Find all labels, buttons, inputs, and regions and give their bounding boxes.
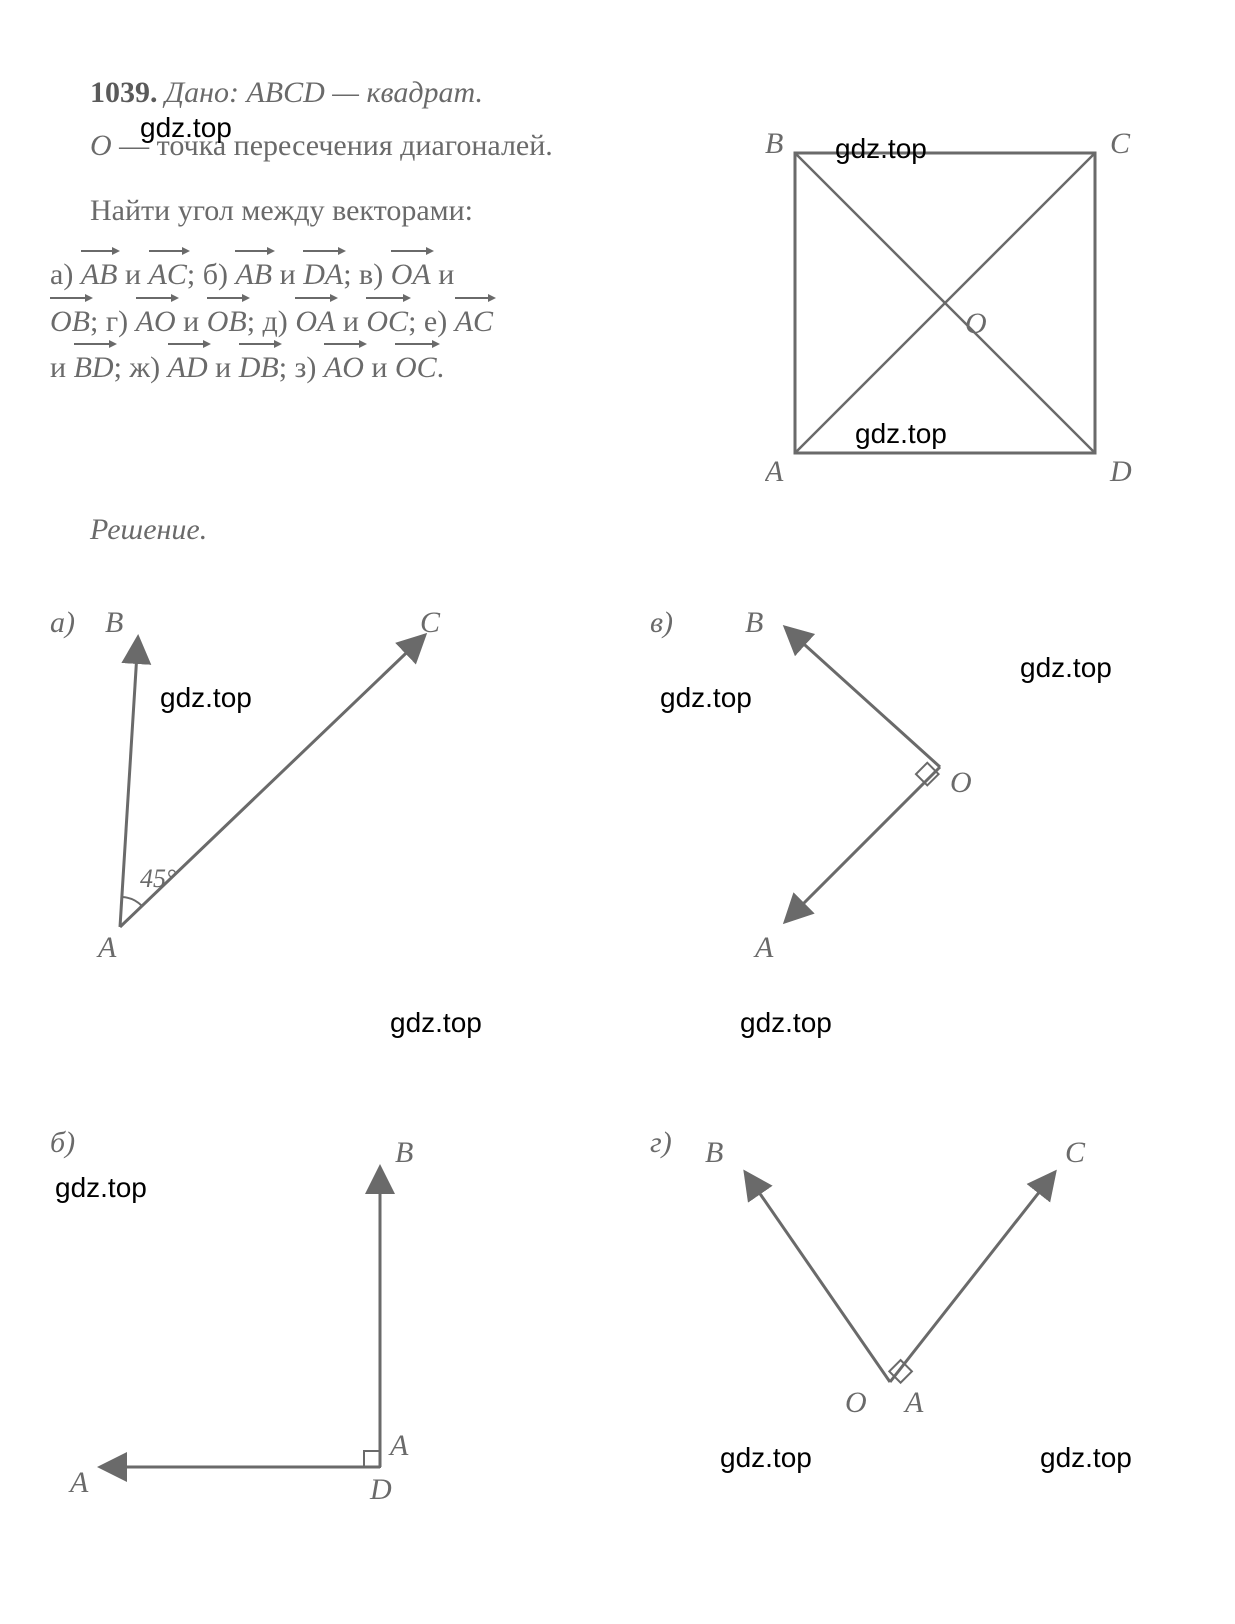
vector-ad: AD — [168, 345, 208, 392]
given-text: ABCD — квадрат. — [246, 76, 483, 109]
solution-heading: Решение. — [90, 513, 1185, 547]
vector-ob: OB — [50, 299, 90, 346]
pt-a: A — [753, 931, 774, 964]
problem-number: 1039. — [90, 76, 158, 109]
vector-oc: OC — [366, 299, 408, 346]
sub-label-v: в) — [650, 606, 673, 639]
vector-ob2: OB — [207, 299, 247, 346]
pt-o: O — [845, 1386, 867, 1419]
vector-ao: AO — [136, 299, 176, 346]
vector-oa: OA — [391, 252, 431, 299]
vector-ac: AC — [149, 252, 187, 299]
angle-45: 45° — [140, 864, 176, 893]
pt-d: D — [369, 1473, 392, 1506]
sub-label-a: а) — [50, 606, 75, 639]
watermark: gdz.top — [55, 1172, 147, 1203]
watermark: gdz.top — [720, 1442, 812, 1473]
pt-a-right: A — [388, 1429, 409, 1462]
diagram-b: б) A D B A gdz.top — [50, 1107, 610, 1507]
problem-text: O — точка пересечения диагоналей. Найти … — [50, 123, 745, 483]
label-a: A — [765, 455, 784, 488]
pt-a: A — [903, 1386, 924, 1419]
watermark: gdz.top — [390, 1007, 482, 1039]
task-line: Найти угол между векторами: — [50, 188, 745, 235]
items-line: а) AB и AC; б) AB и DA; в) OA и OB; г) A… — [50, 252, 745, 392]
pt-b: B — [395, 1136, 413, 1169]
solution-diagrams: а) A B C 45° gdz.top в) O B A gdz.t — [50, 587, 1185, 1507]
watermark: gdz.top — [855, 418, 947, 449]
watermark: gdz.top — [140, 112, 232, 144]
pt-b: B — [705, 1136, 723, 1169]
vector-ab2: AB — [235, 252, 272, 299]
vector-da: DA — [303, 252, 343, 299]
sub-label-b: б) — [50, 1126, 75, 1159]
vector-oa2: OA — [295, 299, 335, 346]
vector-bd: BD — [74, 345, 114, 392]
pt-c: C — [420, 606, 441, 639]
vector-db: DB — [239, 345, 279, 392]
problem-line1: 1039. Дано: ABCD — квадрат. — [50, 70, 1185, 115]
vector-oc2: OC — [395, 345, 437, 392]
diagram-v: в) O B A gdz.top gdz.top — [650, 587, 1210, 987]
problem-block: gdz.top 1039. Дано: ABCD — квадрат. O — … — [50, 70, 1185, 483]
label-c: C — [1110, 127, 1131, 160]
o-letter: O — [90, 129, 112, 162]
diagram-a: а) A B C 45° gdz.top — [50, 587, 610, 987]
square-svg: B C A D O gdz.top gdz.top — [765, 123, 1185, 493]
watermark: gdz.top — [740, 1007, 832, 1039]
pt-c: C — [1065, 1136, 1086, 1169]
watermark: gdz.top — [1040, 1442, 1132, 1473]
vector-ab: AB — [81, 252, 118, 299]
given-label: Дано: — [165, 76, 239, 109]
pt-b: B — [105, 606, 123, 639]
label-d: D — [1109, 455, 1132, 488]
square-diagram: B C A D O gdz.top gdz.top — [765, 123, 1185, 483]
vector-ao2: AO — [324, 345, 364, 392]
watermark: gdz.top — [835, 133, 927, 164]
pt-b: B — [745, 606, 763, 639]
sub-label-g: г) — [650, 1126, 672, 1159]
watermark: gdz.top — [160, 682, 252, 713]
pt-o: O — [950, 766, 972, 799]
vector-ac2: AC — [455, 299, 493, 346]
pt-a: A — [96, 931, 117, 964]
diagram-g: г) O A B C gdz.top gdz.top — [650, 1107, 1210, 1507]
watermark: gdz.top — [1020, 652, 1112, 683]
label-o: O — [965, 307, 987, 340]
label-b: B — [765, 127, 783, 160]
pt-a-left: A — [68, 1466, 89, 1499]
watermark: gdz.top — [660, 682, 752, 713]
